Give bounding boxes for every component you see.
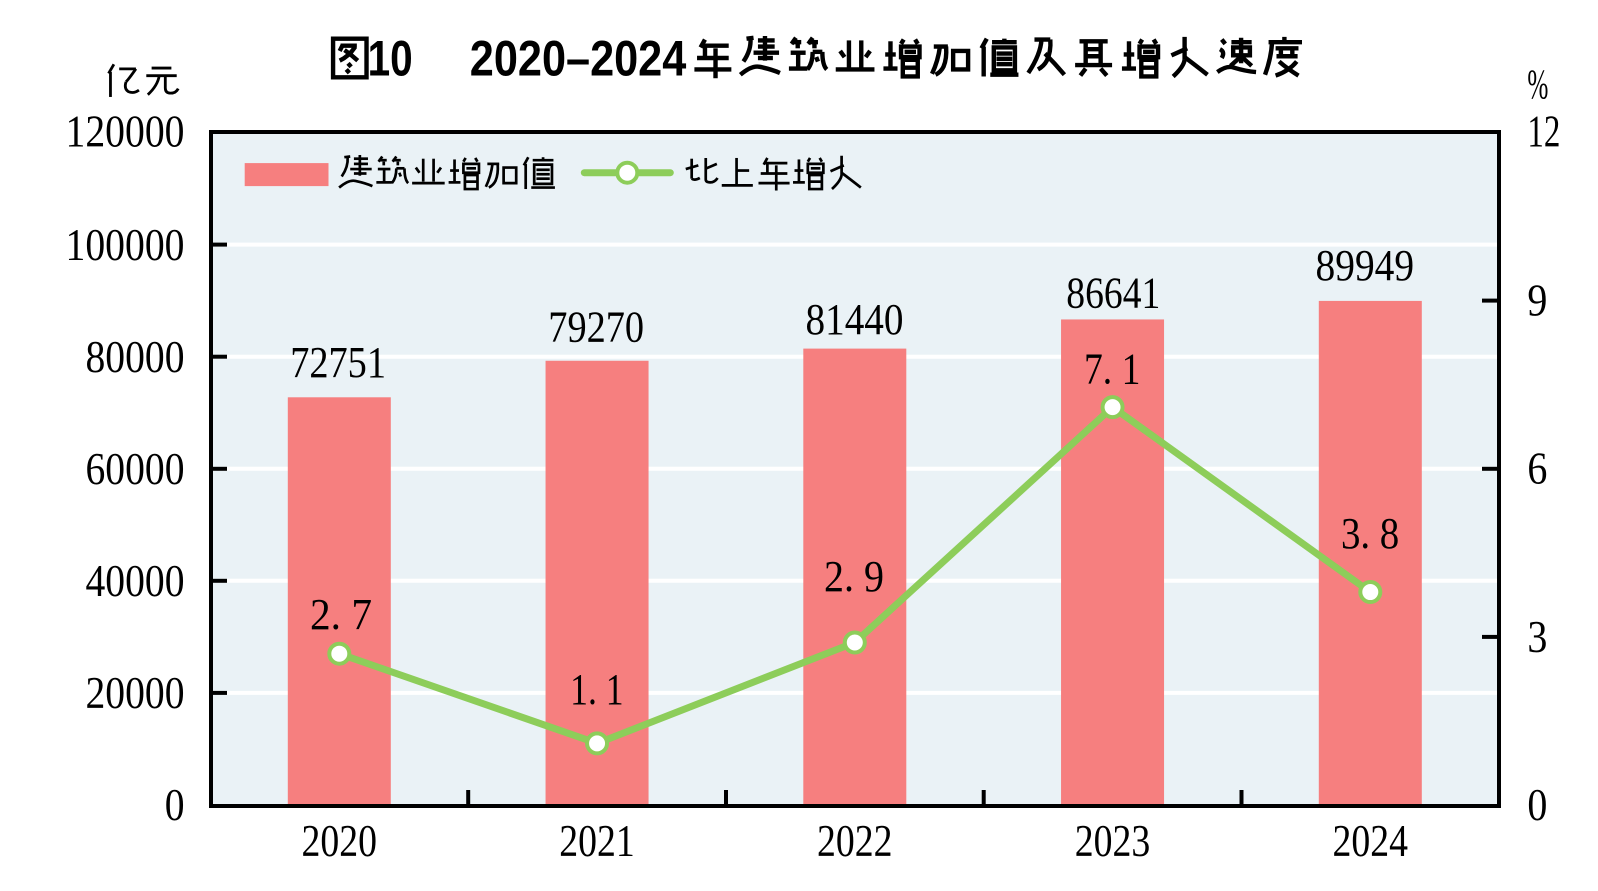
svg-text:120000: 120000	[66, 107, 185, 157]
svg-text:0: 0	[1527, 780, 1547, 830]
svg-text:3. 8: 3. 8	[1341, 509, 1399, 558]
svg-text:10: 10	[368, 31, 413, 87]
svg-text:2021: 2021	[559, 816, 635, 866]
svg-text:2020: 2020	[302, 816, 378, 866]
svg-text:2020–2024: 2020–2024	[470, 31, 687, 87]
svg-text:7. 1: 7. 1	[1084, 344, 1140, 393]
svg-text:1. 1: 1. 1	[570, 665, 624, 714]
svg-text:2. 9: 2. 9	[824, 552, 884, 601]
svg-text:9: 9	[1527, 276, 1547, 326]
svg-text:6: 6	[1527, 444, 1547, 494]
svg-text:89949: 89949	[1316, 241, 1415, 290]
svg-text:60000: 60000	[86, 444, 185, 494]
svg-text:72751: 72751	[290, 338, 386, 387]
svg-text:0: 0	[165, 780, 185, 830]
svg-text:100000: 100000	[66, 220, 185, 270]
svg-text:81440: 81440	[806, 295, 904, 344]
svg-text:2. 7: 2. 7	[310, 590, 372, 639]
svg-text:79270: 79270	[548, 303, 644, 352]
svg-text:2022: 2022	[817, 816, 893, 866]
svg-text:86641: 86641	[1066, 268, 1160, 317]
svg-text:20000: 20000	[86, 668, 185, 718]
svg-text:2024: 2024	[1333, 816, 1409, 866]
svg-text:80000: 80000	[86, 332, 185, 382]
svg-text:2023: 2023	[1075, 816, 1151, 866]
svg-text:40000: 40000	[86, 556, 185, 606]
svg-text:%: %	[1527, 62, 1548, 108]
svg-text:12: 12	[1527, 107, 1560, 157]
svg-text:3: 3	[1527, 612, 1547, 662]
